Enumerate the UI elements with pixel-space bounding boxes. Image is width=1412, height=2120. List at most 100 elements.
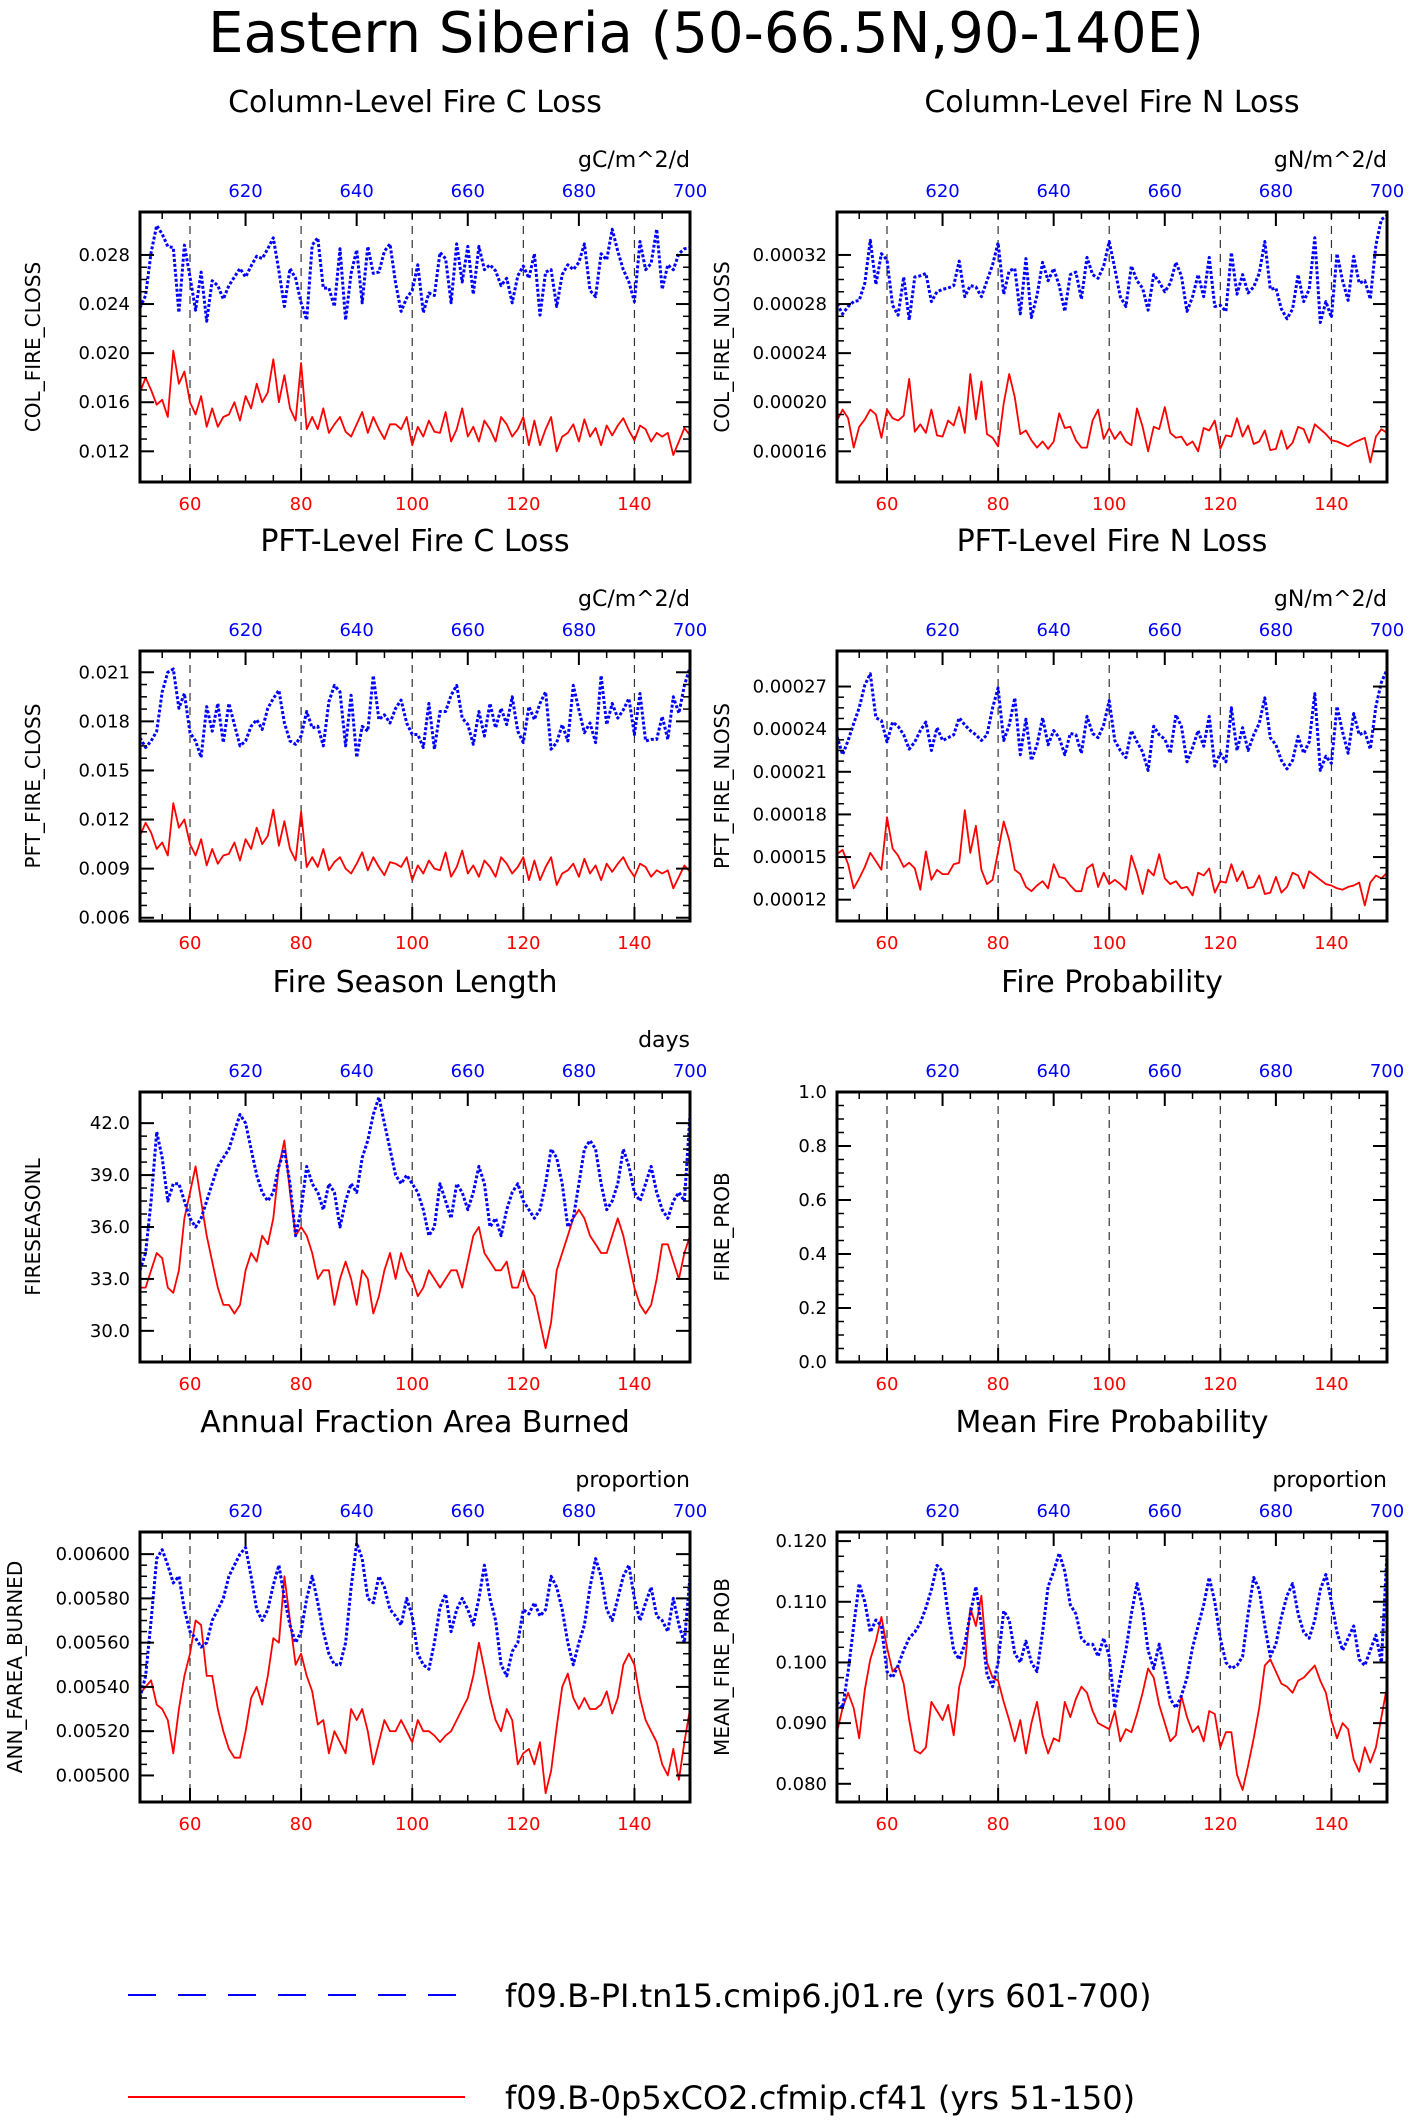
plot-frame — [835, 649, 1389, 923]
units-label: gC/m^2/d — [578, 148, 690, 173]
y-tick-label: 0.00500 — [56, 1765, 130, 1786]
x-tick-label-bottom: 140 — [617, 933, 651, 954]
panel-1: Column-Level Fire C Loss gC/m^2/d 0.012 0.0… — [21, 85, 707, 515]
series-line-exp — [836, 373, 1388, 464]
x-tick-label-bottom: 140 — [1314, 1374, 1348, 1395]
y-tick-label: 0.8 — [798, 1136, 827, 1157]
legend-label-exp: f09.B-0p5xCO2.cfmip.cf41 (yrs 51-150) — [505, 2079, 1135, 2117]
x-tick-label-top: 680 — [562, 181, 596, 202]
x-tick-label-bottom: 100 — [395, 1374, 429, 1395]
y-tick-label: 39.0 — [90, 1165, 130, 1186]
series-line-ctl — [138, 1541, 692, 1699]
y-tick-label: 0.009 — [78, 859, 130, 880]
y-tick-label: 0.4 — [798, 1244, 827, 1265]
x-tick-label-bottom: 60 — [876, 933, 899, 954]
y-axis-label: COL_FIRE_NLOSS — [710, 261, 734, 432]
x-tick-label-bottom: 100 — [395, 494, 429, 515]
plot-frame — [138, 649, 692, 923]
panel-2: Column-Level Fire N Loss gN/m^2/d 0.00016 0… — [710, 85, 1404, 515]
y-tick-label: 0.012 — [78, 810, 130, 831]
x-tick-label-top: 640 — [339, 1061, 373, 1082]
x-tick-label-top: 660 — [1148, 181, 1182, 202]
y-tick-label: 0.028 — [78, 245, 130, 266]
x-tick-label-bottom: 80 — [290, 1374, 313, 1395]
series-line-ctl — [835, 668, 1389, 772]
y-tick-label: 0.120 — [775, 1531, 827, 1552]
x-tick-label-top: 700 — [673, 1061, 707, 1082]
x-tick-label-top: 660 — [451, 1061, 485, 1082]
series-line-ctl — [138, 666, 692, 759]
y-tick-label: 0.00600 — [56, 1544, 130, 1565]
y-tick-label: 0.00015 — [753, 847, 827, 868]
x-tick-label-top: 700 — [673, 181, 707, 202]
y-tick-label: 0.00018 — [753, 804, 827, 825]
x-tick-label-bottom: 60 — [179, 494, 202, 515]
x-tick-label-top: 640 — [1036, 1501, 1070, 1522]
x-tick-label-top: 620 — [228, 620, 262, 641]
series-line-exp — [139, 802, 691, 890]
plot-frame — [138, 210, 692, 484]
y-axis-label: PFT_FIRE_CLOSS — [21, 704, 45, 869]
series-line-ctl — [835, 1551, 1389, 1710]
x-tick-label-top: 660 — [451, 620, 485, 641]
y-tick-label: 0.00032 — [753, 245, 827, 266]
x-tick-label-bottom: 80 — [290, 494, 313, 515]
series-line-exp — [836, 809, 1388, 907]
x-tick-label-top: 620 — [228, 1061, 262, 1082]
x-tick-label-top: 620 — [925, 620, 959, 641]
units-label: gN/m^2/d — [1274, 587, 1387, 612]
plot-frame — [835, 210, 1389, 484]
x-tick-label-top: 660 — [1148, 1061, 1182, 1082]
x-tick-label-top: 680 — [1259, 1061, 1293, 1082]
x-tick-label-bottom: 140 — [1314, 933, 1348, 954]
y-tick-label: 0.00020 — [753, 392, 827, 413]
y-tick-label: 0.00560 — [56, 1633, 130, 1654]
x-tick-label-bottom: 120 — [506, 494, 540, 515]
x-tick-label-bottom: 140 — [1314, 1814, 1348, 1835]
panel-6: Fire Probability 0.0 0.2 0.4 0.6 0.8 1.0 FIRE_P… — [710, 965, 1404, 1395]
y-tick-label: 0.00024 — [753, 719, 827, 740]
x-tick-label-bottom: 120 — [506, 933, 540, 954]
series-line-exp — [140, 1139, 691, 1350]
x-tick-label-top: 620 — [925, 1061, 959, 1082]
x-tick-label-bottom: 100 — [1092, 1814, 1126, 1835]
units-label: gN/m^2/d — [1274, 148, 1387, 173]
panel-title: Fire Season Length — [273, 965, 558, 1000]
x-tick-label-top: 640 — [339, 181, 373, 202]
panel-title: Mean Fire Probability — [956, 1405, 1269, 1440]
y-tick-label: 0.0 — [798, 1352, 827, 1373]
panel-5: Fire Season Length days 30.0 33.0 36.0 39.0 42… — [21, 965, 707, 1395]
x-tick-label-top: 660 — [451, 1501, 485, 1522]
y-tick-label: 0.00021 — [753, 762, 827, 783]
plot-frame — [138, 1530, 692, 1804]
x-tick-label-bottom: 60 — [876, 494, 899, 515]
x-tick-label-bottom: 60 — [179, 1374, 202, 1395]
y-tick-label: 0.00580 — [56, 1588, 130, 1609]
x-tick-label-top: 640 — [1036, 620, 1070, 641]
x-tick-label-bottom: 100 — [1092, 494, 1126, 515]
y-tick-label: 0.020 — [78, 343, 130, 364]
x-tick-label-top: 640 — [339, 620, 373, 641]
x-tick-label-top: 700 — [673, 1501, 707, 1522]
x-tick-label-bottom: 120 — [506, 1814, 540, 1835]
x-tick-label-top: 700 — [1370, 181, 1404, 202]
x-tick-label-bottom: 80 — [987, 1374, 1010, 1395]
y-tick-label: 0.00520 — [56, 1721, 130, 1742]
y-tick-label: 36.0 — [90, 1217, 130, 1238]
x-tick-label-top: 620 — [228, 181, 262, 202]
y-axis-label: FIRESEASONL — [21, 1157, 45, 1295]
x-tick-label-top: 620 — [925, 1501, 959, 1522]
y-tick-label: 0.006 — [78, 908, 130, 929]
x-tick-label-bottom: 80 — [290, 933, 313, 954]
y-axis-label: FIRE_PROB — [710, 1172, 734, 1281]
panel-7: Annual Fraction Area Burned proportion 0.0… — [3, 1405, 707, 1835]
y-tick-label: 0.100 — [775, 1652, 827, 1673]
y-tick-label: 0.6 — [798, 1190, 827, 1211]
x-tick-label-bottom: 100 — [395, 933, 429, 954]
y-tick-label: 0.00540 — [56, 1677, 130, 1698]
x-tick-label-top: 700 — [1370, 620, 1404, 641]
y-tick-label: 0.018 — [78, 711, 130, 732]
y-tick-label: 0.021 — [78, 662, 130, 683]
y-tick-label: 0.00016 — [753, 441, 827, 462]
x-tick-label-top: 660 — [1148, 620, 1182, 641]
